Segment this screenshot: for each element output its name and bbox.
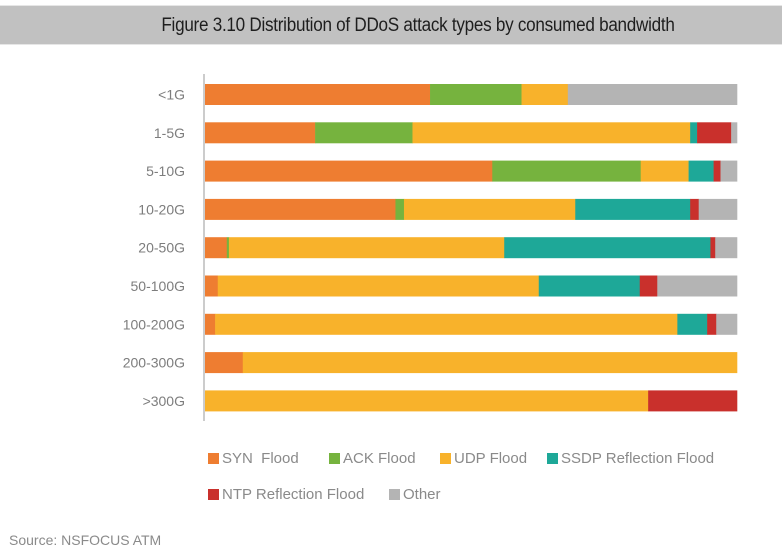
bar-segment-15G-udp-flood	[412, 122, 691, 144]
bar-segment-510G-ssdp-reflection-flood	[688, 160, 714, 182]
bar-segment-1020G-ack-flood	[395, 198, 405, 220]
bar-segment-2050G-other	[715, 237, 738, 259]
legend-item-ack-flood: ACK Flood	[329, 450, 416, 467]
chart-title: Figure 3.10 Distribution of DDoS attack …	[161, 15, 675, 36]
bar-segment-1020G-syn-flood	[205, 198, 396, 220]
bar-segment-100200G-udp-flood	[215, 313, 678, 335]
legend-swatch-ssdp	[547, 453, 558, 464]
bar-segment-50100G-ntp-reflection-flood	[639, 275, 658, 297]
y-tick-label: 5-10G	[146, 163, 185, 179]
bar-segment-15G-syn-flood	[205, 122, 316, 144]
title-bar: Figure 3.10 Distribution of DDoS attack …	[0, 5, 782, 45]
y-tick-label: 100-200G	[123, 316, 185, 332]
bar-segment-15G-ntp-reflection-flood	[697, 122, 732, 144]
legend-item-syn-flood: SYN Flood	[208, 450, 299, 467]
bar-segment-100200G-ntp-reflection-flood	[707, 313, 717, 335]
legend-swatch-udp	[440, 453, 451, 464]
y-tick-label: >300G	[143, 393, 185, 409]
legend-item-ntp-reflection-flood: NTP Reflection Flood	[208, 486, 364, 503]
bar-segment-15G-other	[731, 122, 738, 144]
bar-segment-510G-other	[720, 160, 738, 182]
bar-segment-200300G-syn-flood	[205, 352, 244, 374]
bar-segment-1020G-ntp-reflection-flood	[690, 198, 699, 220]
bar-segment-300G-udp-flood	[205, 390, 649, 412]
bar-segment-2050G-syn-flood	[205, 237, 228, 259]
legend-swatch-other	[389, 489, 400, 500]
bar-segment-50100G-udp-flood	[217, 275, 540, 297]
bar-segment-1G-udp-flood	[521, 84, 569, 105]
bar-segment-50100G-ssdp-reflection-flood	[538, 275, 641, 297]
bar-segment-510G-ntp-reflection-flood	[713, 160, 721, 182]
bar-segment-50100G-other	[657, 275, 738, 297]
legend-item-other: Other	[389, 486, 441, 503]
legend-item-udp-flood: UDP Flood	[440, 450, 527, 467]
legend-label: SYN Flood	[222, 450, 299, 467]
bar-segment-200300G-udp-flood	[242, 352, 738, 374]
legend-label: Other	[403, 486, 441, 503]
y-axis-labels: <1G 1-5G 5-10G 10-20G 20-50G 50-100G 100-200G 2…	[123, 87, 185, 409]
legend-label: UDP Flood	[454, 450, 528, 467]
bar-segment-100200G-other	[716, 313, 738, 335]
legend-swatch-syn	[208, 453, 219, 464]
legend-label: NTP Reflection Flood	[222, 486, 365, 503]
bar-segment-15G-ssdp-reflection-flood	[690, 122, 698, 144]
bar-segment-100200G-ssdp-reflection-flood	[677, 313, 708, 335]
bar-segment-2050G-ssdp-reflection-flood	[504, 237, 711, 259]
bar-segment-1020G-other	[698, 198, 738, 220]
bar-segment-2050G-udp-flood	[228, 237, 505, 259]
bars-group	[205, 84, 738, 412]
bar-segment-510G-udp-flood	[640, 160, 689, 182]
bar-segment-15G-ack-flood	[315, 122, 413, 144]
bar-segment-2050G-ack-flood	[226, 237, 230, 259]
legend-label: SSDP Reflection Flood	[561, 450, 715, 467]
bar-segment-1G-syn-flood	[205, 84, 431, 105]
y-tick-label: 200-300G	[123, 355, 185, 371]
y-tick-label: 1-5G	[154, 125, 185, 141]
bar-segment-1020G-ssdp-reflection-flood	[575, 198, 691, 220]
bar-segment-510G-syn-flood	[205, 160, 493, 182]
y-tick-label: 10-20G	[138, 201, 185, 217]
bar-segment-2050G-ntp-reflection-flood	[710, 237, 716, 259]
legend-swatch-ack	[329, 453, 340, 464]
bar-segment-1G-other	[567, 84, 738, 105]
bar-segment-1G-ack-flood	[430, 84, 522, 105]
y-tick-label: 50-100G	[131, 278, 185, 294]
bar-segment-1020G-udp-flood	[403, 198, 576, 220]
legend-label: ACK Flood	[343, 450, 416, 467]
legend-swatch-ntp	[208, 489, 219, 500]
bar-segment-300G-ntp-reflection-flood	[648, 390, 738, 412]
legend-item-ssdp-reflection-flood: SSDP Reflection Flood	[547, 450, 714, 467]
y-tick-label: 20-50G	[138, 240, 185, 256]
bar-segment-510G-ack-flood	[492, 160, 642, 182]
y-tick-label: <1G	[158, 87, 185, 103]
source-note: Source: NSFOCUS ATM	[9, 532, 162, 548]
bar-segment-50100G-syn-flood	[205, 275, 219, 297]
bar-segment-100200G-syn-flood	[205, 313, 216, 335]
